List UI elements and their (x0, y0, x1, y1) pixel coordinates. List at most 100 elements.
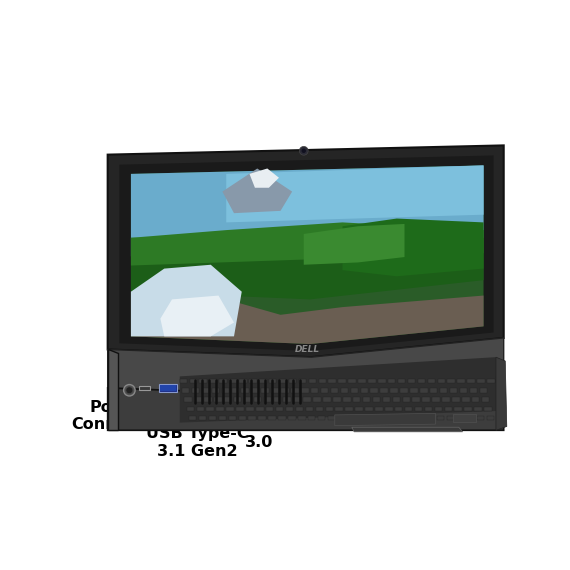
Bar (408, 379, 416, 383)
Bar (266, 406, 274, 411)
Bar (450, 388, 457, 393)
Bar (298, 416, 306, 420)
Polygon shape (131, 222, 483, 266)
Bar (276, 406, 283, 411)
Bar (410, 388, 418, 393)
Bar (368, 416, 375, 420)
Bar (373, 397, 380, 402)
Bar (390, 388, 398, 393)
Bar (209, 416, 216, 420)
Bar (180, 379, 187, 383)
Bar (338, 416, 345, 420)
Bar (261, 388, 269, 393)
Bar (288, 416, 296, 420)
Bar (361, 388, 368, 393)
Bar (388, 416, 395, 420)
Bar (160, 385, 176, 391)
Bar (308, 416, 316, 420)
Bar (472, 397, 479, 402)
Bar (308, 379, 316, 383)
Bar (226, 406, 234, 411)
Bar (189, 416, 197, 420)
Bar (422, 397, 430, 402)
Bar (301, 388, 308, 393)
Bar (219, 379, 227, 383)
Bar (353, 397, 360, 402)
Bar (286, 406, 294, 411)
Bar (479, 388, 487, 393)
Bar (402, 397, 410, 402)
Polygon shape (352, 428, 463, 432)
Bar (375, 406, 382, 411)
Text: USB
3.0: USB 3.0 (172, 390, 278, 450)
Bar (190, 379, 197, 383)
Bar (206, 406, 214, 411)
Bar (202, 388, 209, 393)
Circle shape (124, 385, 135, 396)
Bar (229, 416, 236, 420)
Bar (331, 388, 338, 393)
Bar (224, 397, 231, 402)
Bar (487, 416, 494, 420)
Bar (244, 397, 251, 402)
Bar (328, 379, 336, 383)
Bar (482, 397, 490, 402)
Bar (219, 416, 226, 420)
Bar (333, 397, 341, 402)
Bar (477, 416, 484, 420)
Bar (294, 397, 301, 402)
Bar (405, 406, 412, 411)
Bar (358, 379, 366, 383)
Bar (348, 379, 356, 383)
Bar (437, 416, 445, 420)
Bar (242, 388, 249, 393)
Bar (413, 397, 420, 402)
Bar (249, 416, 256, 420)
Bar (438, 379, 445, 383)
Bar (306, 406, 313, 411)
Polygon shape (131, 230, 483, 299)
Bar (316, 406, 323, 411)
Circle shape (302, 149, 306, 153)
Polygon shape (343, 218, 483, 276)
Text: DELL: DELL (295, 345, 320, 354)
Bar (184, 397, 192, 402)
Bar (314, 397, 321, 402)
Bar (229, 379, 237, 383)
Bar (457, 416, 465, 420)
Polygon shape (250, 169, 279, 188)
Bar (398, 379, 405, 383)
Bar (415, 406, 422, 411)
Bar (281, 388, 288, 393)
Polygon shape (131, 292, 483, 344)
Bar (378, 379, 385, 383)
Bar (465, 406, 472, 411)
Bar (211, 388, 219, 393)
Bar (400, 388, 408, 393)
Bar (231, 388, 239, 393)
Bar (259, 379, 267, 383)
Polygon shape (304, 224, 405, 264)
Bar (397, 416, 405, 420)
Bar (395, 406, 402, 411)
Bar (271, 388, 279, 393)
Polygon shape (131, 165, 483, 344)
Bar (382, 397, 390, 402)
Bar (335, 406, 343, 411)
Bar (299, 379, 306, 383)
Bar (139, 385, 150, 390)
Polygon shape (453, 414, 476, 422)
Bar (407, 416, 415, 420)
Bar (457, 379, 465, 383)
Bar (269, 379, 276, 383)
Bar (430, 388, 438, 393)
Bar (445, 406, 452, 411)
Bar (194, 397, 202, 402)
Bar (345, 406, 353, 411)
Bar (442, 397, 450, 402)
Circle shape (299, 146, 308, 155)
Bar (348, 416, 355, 420)
Bar (325, 406, 333, 411)
Bar (368, 379, 376, 383)
Bar (236, 406, 244, 411)
